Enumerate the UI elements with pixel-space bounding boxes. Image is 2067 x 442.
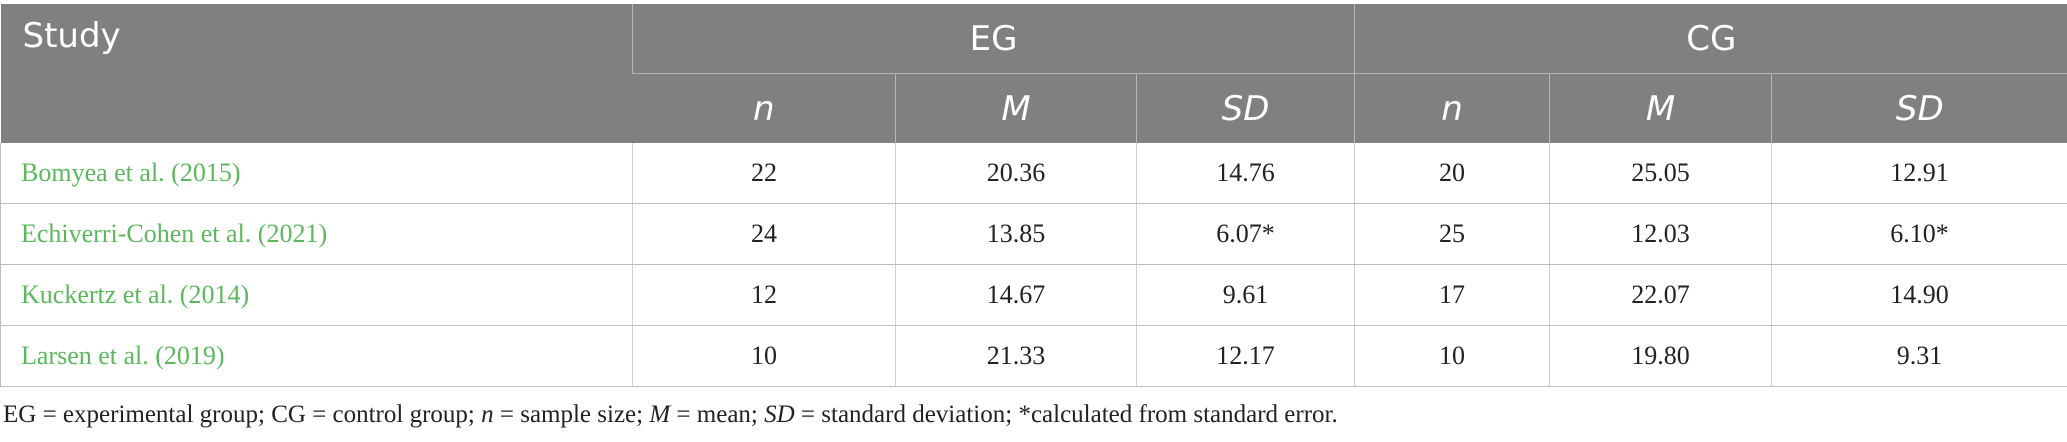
study-link[interactable]: Larsen et al. (2019) — [0, 325, 633, 387]
cg-m-cell: 25.05 — [1549, 143, 1772, 204]
footnote-term-m: M — [649, 401, 671, 428]
header-eg-m: M — [895, 73, 1137, 143]
footnote-text: EG = experimental group; CG = control gr… — [3, 401, 482, 428]
cg-m-cell: 19.80 — [1549, 325, 1772, 387]
cg-m-cell: 22.07 — [1549, 264, 1772, 326]
study-link[interactable]: Echiverri-Cohen et al. (2021) — [0, 203, 633, 265]
header-eg: EG — [631, 4, 1355, 74]
cg-n-cell: 25 — [1354, 203, 1550, 265]
table-footnote: EG = experimental group; CG = control gr… — [3, 401, 1338, 429]
eg-n-cell: 10 — [632, 325, 896, 387]
table-row: Echiverri-Cohen et al. (2021) 24 13.85 6… — [0, 203, 2067, 265]
results-table: Study EG CG n M SD n M SD Bomyea et al. … — [0, 4, 2067, 387]
cg-sd-cell: 9.31 — [1771, 325, 2067, 387]
cg-sd-cell: 14.90 — [1771, 264, 2067, 326]
header-study: Study — [0, 4, 633, 143]
eg-n-cell: 24 — [632, 203, 896, 265]
cg-n-cell: 20 — [1354, 143, 1550, 204]
cg-n-cell: 10 — [1354, 325, 1550, 387]
table-row: Kuckertz et al. (2014) 12 14.67 9.61 17 … — [0, 264, 2067, 326]
header-eg-sd: SD — [1135, 73, 1355, 143]
eg-sd-cell: 9.61 — [1135, 264, 1355, 326]
results-table-container: Study EG CG n M SD n M SD Bomyea et al. … — [0, 4, 2067, 387]
header-cg-m: M — [1549, 73, 1772, 143]
eg-sd-cell: 14.76 — [1135, 143, 1355, 204]
eg-sd-cell: 12.17 — [1135, 325, 1355, 387]
footnote-term-sd: SD — [764, 401, 795, 428]
table-row: Bomyea et al. (2015) 22 20.36 14.76 20 2… — [0, 143, 2067, 204]
footnote-text: = mean; — [670, 401, 765, 428]
cg-n-cell: 17 — [1354, 264, 1550, 326]
header-cg: CG — [1354, 4, 2067, 74]
header-cg-n: n — [1354, 73, 1550, 143]
eg-n-cell: 12 — [632, 264, 896, 326]
table-row: Larsen et al. (2019) 10 21.33 12.17 10 1… — [0, 325, 2067, 387]
cg-sd-cell: 6.10* — [1771, 203, 2067, 265]
study-link[interactable]: Kuckertz et al. (2014) — [0, 264, 633, 326]
footnote-text: = sample size; — [493, 401, 650, 428]
cg-m-cell: 12.03 — [1549, 203, 1772, 265]
table-body: Bomyea et al. (2015) 22 20.36 14.76 20 2… — [0, 143, 2067, 387]
header-cg-sd: SD — [1771, 73, 2067, 143]
eg-m-cell: 20.36 — [895, 143, 1137, 204]
eg-m-cell: 14.67 — [895, 264, 1137, 326]
eg-m-cell: 21.33 — [895, 325, 1137, 387]
eg-m-cell: 13.85 — [895, 203, 1137, 265]
cg-sd-cell: 12.91 — [1771, 143, 2067, 204]
header-eg-n: n — [632, 73, 896, 143]
study-link[interactable]: Bomyea et al. (2015) — [0, 143, 633, 204]
footnote-term-n: n — [481, 401, 494, 428]
table-header: Study EG CG n M SD n M SD — [0, 4, 2067, 143]
eg-n-cell: 22 — [632, 143, 896, 204]
footnote-text: = standard deviation; *calculated from s… — [794, 401, 1338, 428]
eg-sd-cell: 6.07* — [1135, 203, 1355, 265]
